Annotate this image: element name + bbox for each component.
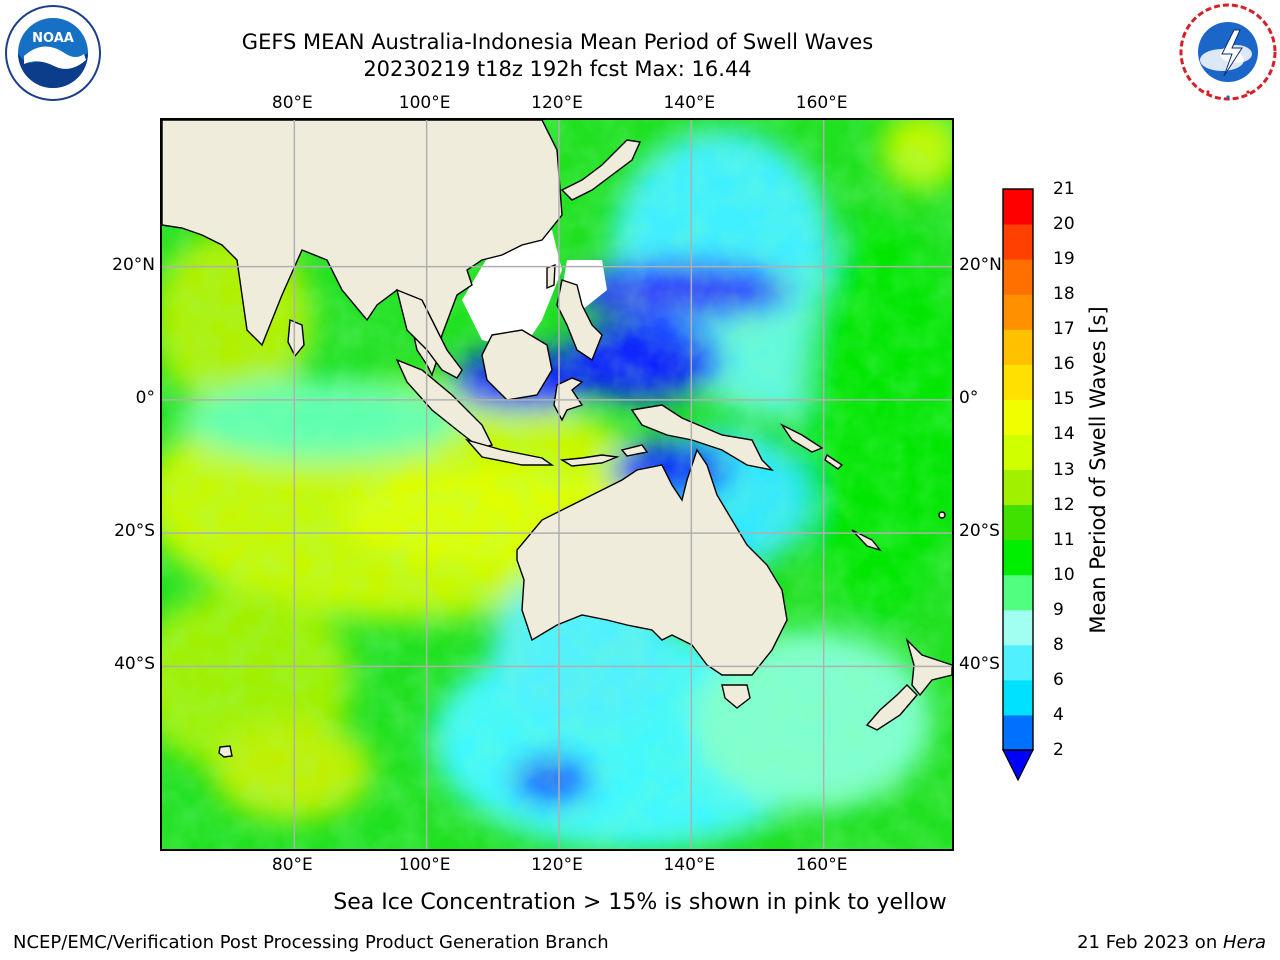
sea-ice-note: Sea Ice Concentration > 15% is shown in … [333, 890, 947, 915]
lat-left-2: 20°S [114, 521, 155, 542]
colorbar-segment-6 [1003, 504, 1033, 541]
colorbar-tick-4: 4 [1053, 704, 1064, 725]
colorbar-tick-11: 11 [1053, 529, 1075, 550]
lon-top-0: 80°E [271, 93, 313, 113]
colorbar-segment-8 [1003, 434, 1033, 470]
lat-right-2: 20°S [959, 521, 1000, 542]
chart-title: GEFS MEAN Australia-Indonesia Mean Perio… [241, 30, 874, 54]
host-name: Hera [1222, 932, 1266, 953]
colorbar-segment-5 [1003, 539, 1033, 576]
lat-left-3: 40°S [114, 654, 155, 675]
lat-left-1: 0° [135, 387, 155, 408]
lon-bottom-2: 120°E [531, 855, 583, 875]
land [162, 120, 952, 758]
colorbar-segment-4 [1003, 574, 1033, 611]
nws-logo-icon [1179, 3, 1277, 101]
lat-right-0: 20°N [959, 254, 1002, 275]
colorbar-tick-19: 19 [1053, 249, 1075, 270]
date-text: 21 Feb 2023 on [1077, 932, 1223, 953]
scs-void [462, 230, 562, 350]
colorbar-tick-17: 17 [1053, 319, 1075, 340]
lat-right-3: 40°S [959, 654, 1000, 675]
colorbar-segment-9 [1003, 399, 1033, 435]
lon-bottom-3: 140°E [663, 855, 716, 875]
lat-left-0: 20°N [112, 254, 155, 275]
colorbar-tick-12: 12 [1053, 494, 1075, 515]
colorbar-tick-16: 16 [1053, 354, 1075, 375]
colorbar-tick-6: 6 [1053, 669, 1064, 690]
colorbar-segment-15 [1003, 189, 1033, 225]
colorbar-tick-2: 2 [1053, 740, 1064, 760]
noaa-logo-text: NOAA [32, 31, 74, 46]
colorbar-tick-9: 9 [1053, 599, 1064, 620]
lon-top-2: 120°E [531, 93, 583, 113]
colorbar-tick-13: 13 [1053, 459, 1075, 480]
chart-subtitle: 20230219 t18z 192h fcst Max: 16.44 [363, 57, 752, 81]
colorbar-segment-0 [1003, 714, 1033, 751]
colorbar-segment-1 [1003, 679, 1033, 716]
credit-text: NCEP/EMC/Verification Post Processing Pr… [13, 932, 609, 953]
lat-right-1: 0° [959, 387, 979, 408]
colorbar-tick-10: 10 [1053, 564, 1075, 585]
lon-top-3: 140°E [663, 93, 716, 113]
lon-bottom-0: 80°E [271, 855, 313, 875]
date-stamp: 21 Feb 2023 on Hera [1077, 932, 1266, 953]
lon-bottom-1: 100°E [398, 855, 451, 875]
colorbar-tick-15: 15 [1053, 389, 1075, 410]
colorbar-segment-11 [1003, 329, 1033, 365]
lon-top-4: 160°E [795, 93, 848, 113]
colorbar-tick-21: 21 [1053, 179, 1075, 199]
colorbar-segment-12 [1003, 294, 1033, 330]
colorbar-tick-14: 14 [1053, 424, 1075, 445]
lon-top-1: 100°E [398, 93, 451, 113]
colorbar-segment-3 [1003, 609, 1033, 646]
colorbar-tick-20: 20 [1053, 214, 1075, 235]
colorbar-tick-8: 8 [1053, 634, 1064, 655]
noaa-logo-icon: NOAA [5, 5, 101, 101]
colorbar-segment-13 [1003, 259, 1033, 295]
colorbar-segment-2 [1003, 644, 1033, 681]
colorbar [1002, 188, 1034, 782]
lon-bottom-4: 160°E [795, 855, 848, 875]
swell-period-map [160, 118, 954, 851]
colorbar-tick-18: 18 [1053, 284, 1075, 305]
colorbar-label: Mean Period of Swell Waves [s] [1086, 306, 1110, 634]
map-canvas [162, 120, 952, 849]
colorbar-segment-10 [1003, 364, 1033, 400]
colorbar-segment-14 [1003, 224, 1033, 260]
colorbar-segment-7 [1003, 469, 1033, 506]
graticule [162, 120, 952, 849]
colorbar-under-extension [1002, 749, 1034, 782]
